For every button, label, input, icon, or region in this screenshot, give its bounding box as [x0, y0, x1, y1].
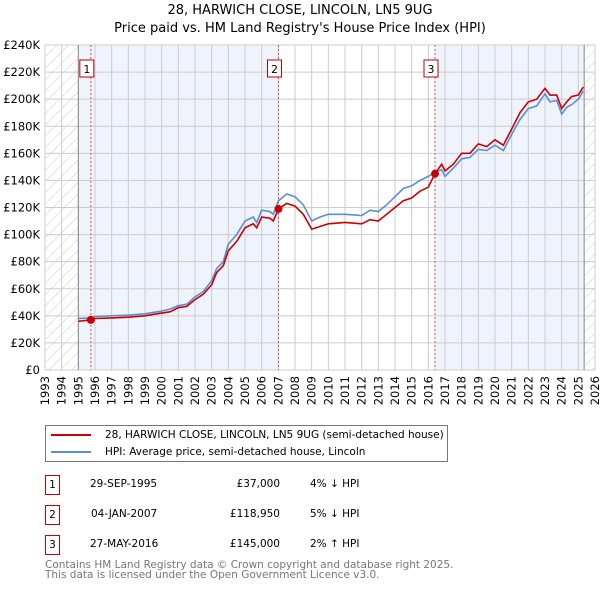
x-tick-label: 2005 — [238, 376, 252, 405]
transaction-row: 2 04-JAN-2007 £118,950 5% ↓ HPI — [45, 505, 465, 525]
transaction-row: 1 29-SEP-1995 £37,000 4% ↓ HPI — [45, 475, 465, 495]
x-tick-label: 2008 — [288, 376, 302, 405]
sale-label: 3 — [428, 63, 435, 76]
y-tick-label: £220K — [3, 65, 40, 79]
transaction-price: £118,950 — [229, 508, 280, 520]
sale-point — [86, 315, 95, 324]
x-tick-label: 2020 — [488, 376, 502, 405]
sale-label: 2 — [271, 63, 278, 76]
y-tick-label: £120K — [3, 201, 40, 215]
y-tick-label: £200K — [3, 92, 40, 106]
transaction-hpi: 5% ↓ HPI — [310, 508, 360, 520]
x-tick-label: 1993 — [38, 376, 52, 405]
sale-label-box — [267, 59, 282, 78]
transaction-date: 27-MAY-2016 — [90, 538, 159, 550]
x-tick-label: 2010 — [321, 376, 335, 405]
y-tick-label: £180K — [3, 119, 40, 133]
transaction-price: £37,000 — [236, 478, 280, 490]
y-tick-label: £140K — [3, 173, 40, 187]
transaction-row: 3 27-MAY-2016 £145,000 2% ↑ HPI — [45, 535, 465, 555]
chart-subtitle: Price paid vs. HM Land Registry's House … — [114, 21, 486, 36]
x-tick-label: 2025 — [571, 376, 585, 405]
transaction-hpi: 4% ↓ HPI — [310, 478, 360, 490]
sale-label: 1 — [83, 63, 90, 76]
transaction-date: 29-SEP-1995 — [90, 478, 158, 490]
sale-label-box — [423, 59, 439, 78]
x-tick-label: 2006 — [255, 376, 269, 405]
x-tick-label: 1995 — [71, 376, 85, 405]
x-tick-label: 2023 — [538, 376, 552, 405]
transaction-number: 2 — [45, 505, 60, 525]
y-tick-label: £40K — [11, 309, 41, 323]
chart-title: 28, HARWICH CLOSE, LINCOLN, LN5 9UG — [167, 3, 433, 18]
x-tick-label: 2024 — [555, 376, 569, 405]
x-tick-label: 2015 — [405, 376, 419, 405]
x-tick-label: 2004 — [221, 376, 235, 405]
y-tick-label: £100K — [3, 228, 40, 242]
x-tick-label: 2013 — [371, 376, 385, 405]
legend-label: HPI: Average price, semi-detached house,… — [105, 446, 366, 458]
sale-label-box — [79, 59, 95, 78]
x-tick-label: 1999 — [138, 376, 152, 405]
y-tick-label: £240K — [3, 38, 40, 52]
x-tick-label: 2001 — [171, 376, 185, 405]
x-tick-label: 2014 — [388, 376, 402, 405]
x-tick-label: 2002 — [188, 376, 202, 405]
x-tick-label: 2011 — [338, 376, 352, 405]
x-tick-label: 2007 — [271, 376, 285, 405]
x-tick-label: 1997 — [105, 376, 119, 405]
legend-item-hpi: HPI: Average price, semi-detached house,… — [46, 444, 365, 460]
y-tick-label: £80K — [11, 255, 41, 269]
transaction-price: £145,000 — [229, 538, 280, 550]
x-tick-label: 1996 — [88, 376, 102, 405]
sale-point — [274, 204, 283, 213]
hpi-line — [78, 90, 584, 320]
x-tick-label: 2016 — [421, 376, 435, 405]
x-tick-label: 2003 — [205, 376, 219, 405]
x-tick-label: 2022 — [521, 376, 535, 405]
x-tick-label: 1994 — [55, 376, 69, 405]
x-tick-label: 1998 — [121, 376, 135, 405]
footer: Contains HM Land Registry data © Crown c… — [45, 559, 454, 581]
legend-label: 28, HARWICH CLOSE, LINCOLN, LN5 9UG (sem… — [105, 429, 444, 441]
y-tick-label: £0 — [25, 363, 40, 377]
x-tick-label: 2021 — [505, 376, 519, 405]
footer-licence: This data is licensed under the Open Gov… — [45, 569, 380, 581]
x-tick-label: 2012 — [355, 376, 369, 405]
transaction-number: 1 — [45, 475, 60, 495]
sale-point — [431, 169, 439, 178]
price-paid-line — [78, 86, 584, 323]
legend-swatch-red — [51, 434, 91, 436]
x-tick-label: 2017 — [438, 376, 452, 405]
x-tick-label: 2026 — [588, 376, 600, 405]
y-tick-label: £160K — [3, 146, 40, 160]
y-tick-label: £20K — [11, 336, 41, 350]
legend-swatch-blue — [51, 451, 91, 453]
x-tick-label: 2019 — [471, 376, 485, 405]
transaction-number: 3 — [45, 535, 60, 555]
x-tick-label: 2009 — [305, 376, 319, 405]
footer-copyright: Contains HM Land Registry data © Crown c… — [45, 559, 454, 571]
y-tick-label: £60K — [11, 282, 41, 296]
transaction-date: 04-JAN-2007 — [91, 508, 158, 520]
transaction-hpi: 2% ↑ HPI — [310, 538, 360, 550]
x-tick-label: 2018 — [455, 376, 469, 405]
legend: 28, HARWICH CLOSE, LINCOLN, LN5 9UG (sem… — [45, 425, 448, 462]
x-tick-label: 2000 — [155, 376, 169, 405]
legend-item-property: 28, HARWICH CLOSE, LINCOLN, LN5 9UG (sem… — [46, 427, 444, 443]
price-chart: 1993 1994 1995 1996 1997 1998 1999 2000 2001 2002… — [3, 38, 600, 405]
